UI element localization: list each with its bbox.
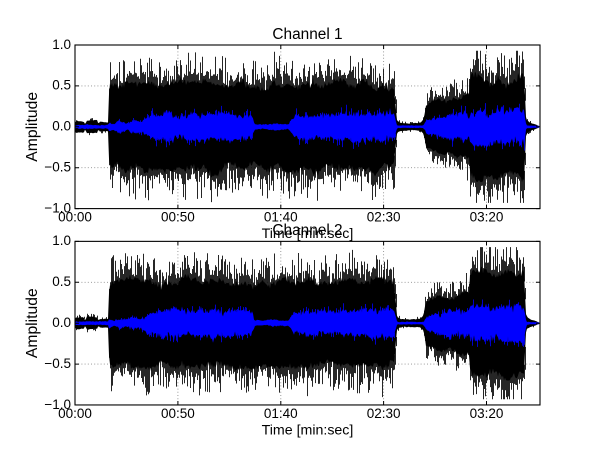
svg-text:Channel 2: Channel 2 xyxy=(272,222,342,239)
svg-text:03:20: 03:20 xyxy=(470,210,504,225)
svg-text:00:50: 00:50 xyxy=(161,406,195,421)
svg-text:0.0: 0.0 xyxy=(52,119,71,134)
svg-text:−0.5: −0.5 xyxy=(44,356,71,371)
svg-text:0.0: 0.0 xyxy=(52,315,71,330)
svg-text:02:30: 02:30 xyxy=(367,210,401,225)
svg-text:Time [min:sec]: Time [min:sec] xyxy=(262,226,354,242)
svg-text:03:20: 03:20 xyxy=(470,406,504,421)
svg-text:0.5: 0.5 xyxy=(52,78,71,93)
svg-text:00:00: 00:00 xyxy=(58,406,92,421)
svg-text:01:40: 01:40 xyxy=(264,406,298,421)
svg-text:−1.0: −1.0 xyxy=(44,397,71,412)
svg-text:00:50: 00:50 xyxy=(161,210,195,225)
svg-text:02:30: 02:30 xyxy=(367,406,401,421)
svg-text:Amplitude: Amplitude xyxy=(24,288,41,358)
svg-text:1.0: 1.0 xyxy=(52,37,71,52)
svg-text:Amplitude: Amplitude xyxy=(24,92,41,162)
svg-text:01:40: 01:40 xyxy=(264,210,298,225)
svg-text:−1.0: −1.0 xyxy=(44,200,71,215)
svg-text:−0.5: −0.5 xyxy=(44,160,71,175)
svg-text:Time [min:sec]: Time [min:sec] xyxy=(262,423,354,439)
svg-text:Channel 1: Channel 1 xyxy=(272,26,342,43)
svg-text:00:00: 00:00 xyxy=(58,210,92,225)
svg-text:1.0: 1.0 xyxy=(52,233,71,248)
svg-text:0.5: 0.5 xyxy=(52,274,71,289)
